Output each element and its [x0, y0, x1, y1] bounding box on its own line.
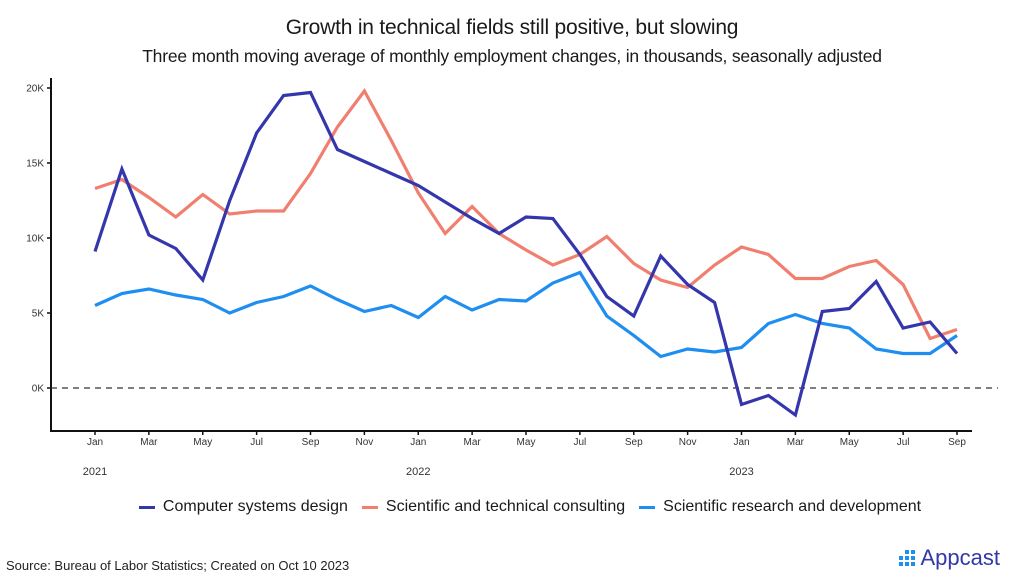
legend-swatch [138, 505, 155, 509]
legend-item-scientific-research-development: Scientific research and development [639, 498, 921, 516]
legend-item-scientific-technical-consulting: Scientific and technical consulting [361, 498, 626, 516]
x-tick-label: Jan [733, 437, 749, 448]
appcast-logo: Appcast [898, 545, 1001, 571]
legend-item-computer-systems-design: Computer systems design [138, 498, 348, 516]
series-line-scientific-and-technical-consulting [94, 88, 958, 341]
y-tick-label: 5K [32, 309, 45, 320]
series-line-scientific-research-and-development [94, 270, 958, 359]
x-tick-label: Jan [410, 437, 426, 448]
logo-grid-icon [898, 550, 915, 566]
legend: Computer systems design Scientific and t… [0, 498, 1024, 516]
legend-label: Scientific and technical consulting [385, 498, 626, 515]
x-year-label: 2023 [729, 466, 753, 478]
logo-text: Appcast [920, 545, 1001, 570]
x-tick-label: May [517, 437, 536, 448]
y-tick-label: 15K [26, 159, 44, 170]
legend-swatch [639, 505, 656, 509]
chart-subtitle: Three month moving average of monthly em… [142, 46, 882, 66]
x-tick-label: Sep [625, 437, 643, 448]
x-tick-label: Mar [140, 437, 158, 448]
x-year-label: 2021 [83, 466, 107, 478]
y-tick-label: 0K [32, 384, 45, 395]
x-tick-label: Sep [302, 437, 320, 448]
x-tick-label: Mar [464, 437, 482, 448]
x-tick-label: Mar [787, 437, 805, 448]
x-tick-label: Nov [679, 437, 697, 448]
chart-title: Growth in technical fields still positiv… [285, 16, 739, 39]
x-tick-label: Sep [948, 437, 966, 448]
x-tick-label: Jul [897, 437, 910, 448]
x-tick-label: May [193, 437, 212, 448]
legend-label: Computer systems design [162, 498, 348, 515]
x-tick-label: Jul [250, 437, 263, 448]
x-tick-label: May [840, 437, 859, 448]
x-tick-label: Jan [87, 437, 103, 448]
source-note: Source: Bureau of Labor Statistics; Crea… [6, 558, 350, 573]
x-tick-label: Nov [355, 437, 373, 448]
y-tick-label: 20K [26, 84, 44, 95]
series-line-computer-systems-design [93, 90, 959, 418]
legend-swatch [361, 505, 378, 509]
legend-label: Scientific research and development [663, 498, 922, 515]
y-tick-label: 10K [26, 234, 44, 245]
x-year-label: 2022 [406, 466, 430, 478]
x-tick-label: Jul [573, 437, 586, 448]
